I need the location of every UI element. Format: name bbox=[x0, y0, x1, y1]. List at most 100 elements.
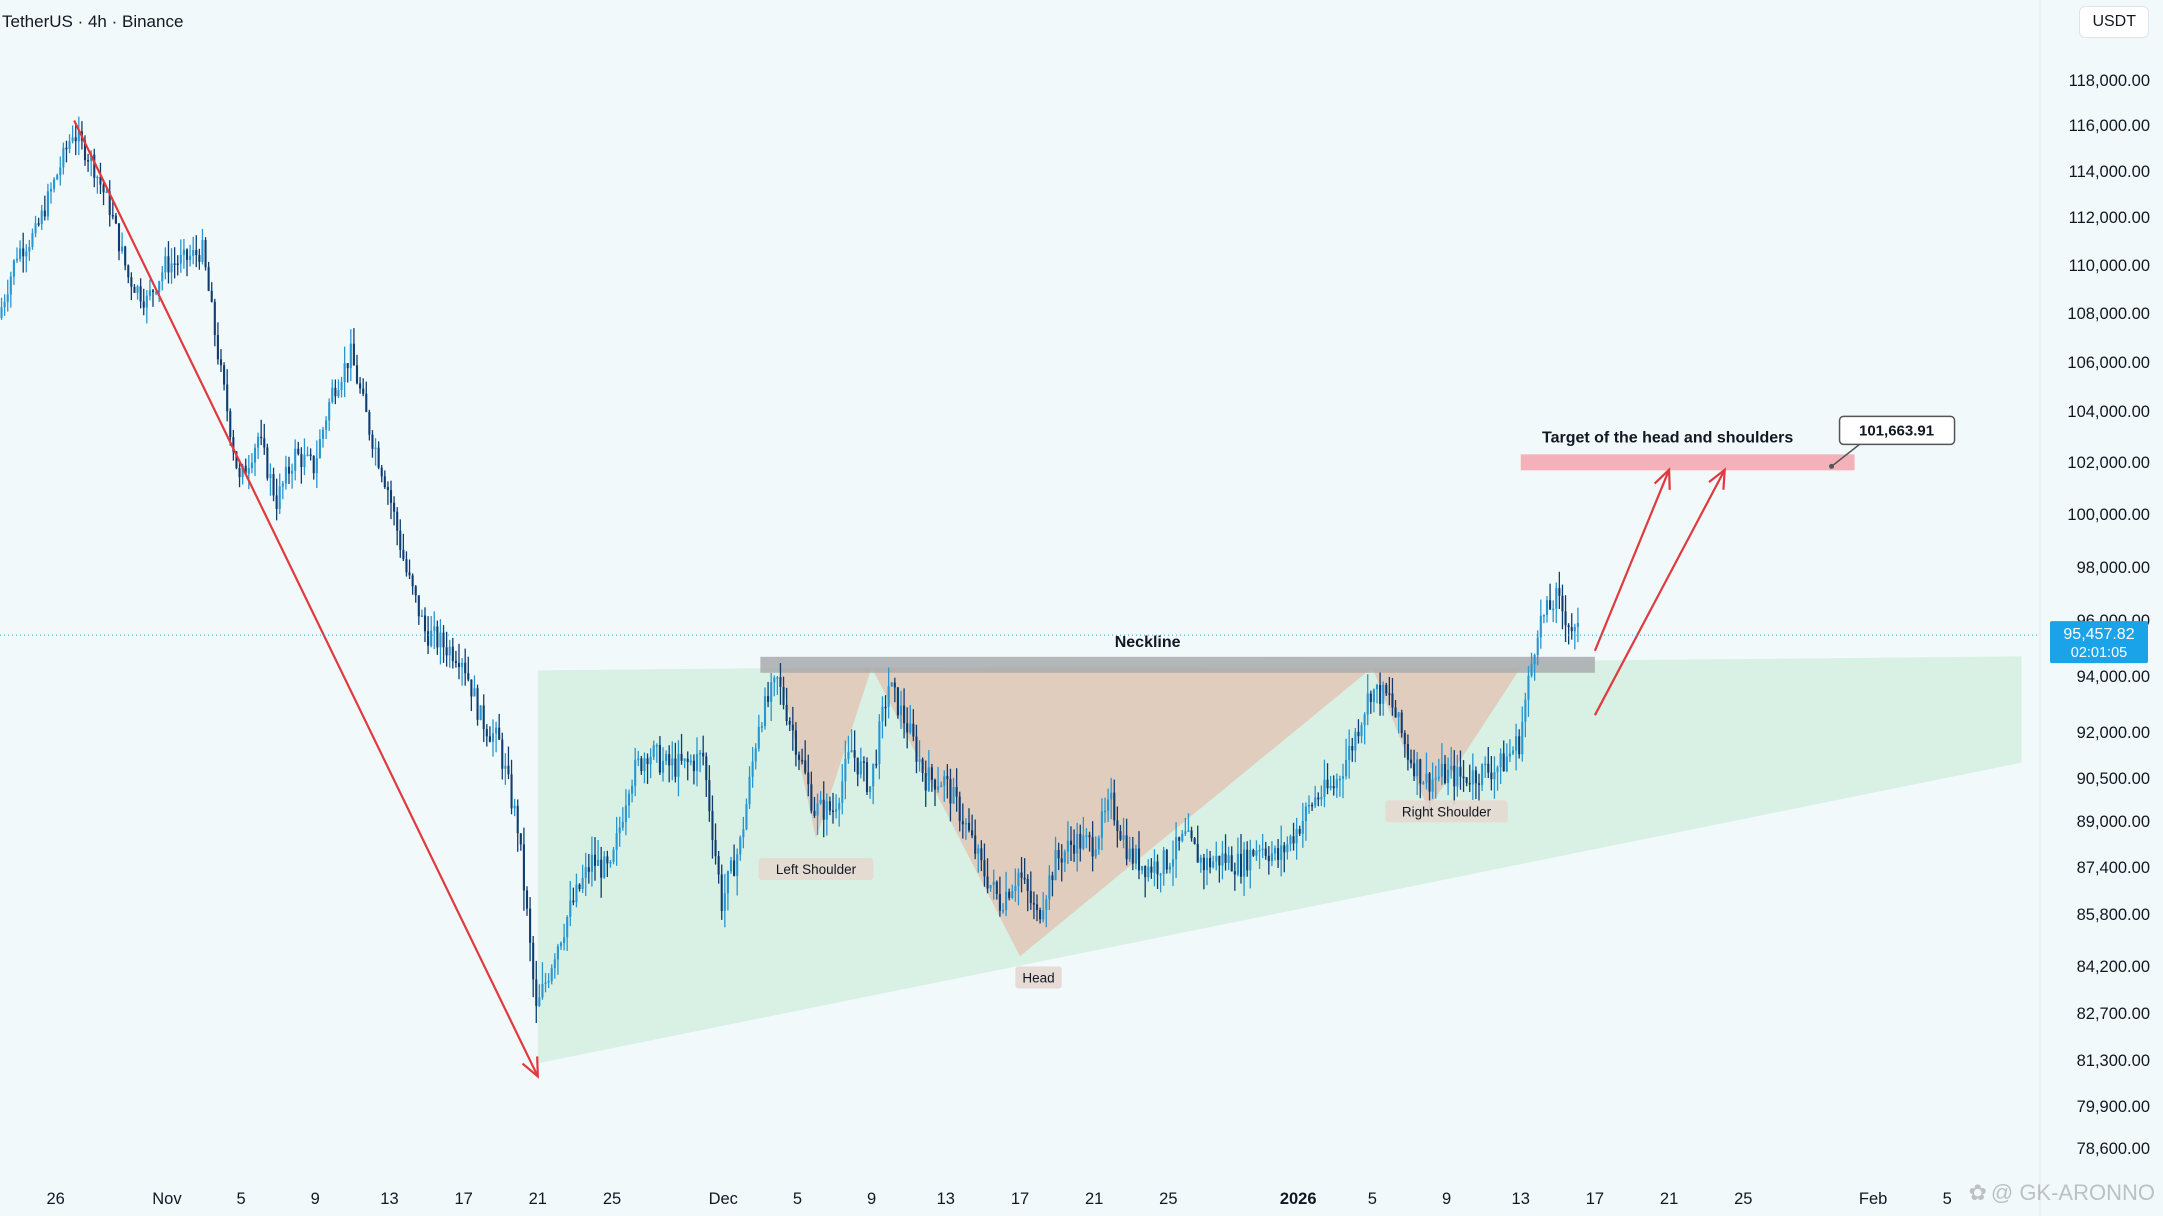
candle bbox=[553, 953, 556, 979]
candle-body bbox=[748, 776, 751, 805]
candle bbox=[1153, 849, 1156, 887]
candle bbox=[1477, 773, 1481, 802]
candle bbox=[822, 781, 825, 838]
candle bbox=[226, 369, 229, 422]
candle-body bbox=[1450, 765, 1453, 770]
candle-body bbox=[1372, 689, 1375, 702]
candle-body bbox=[309, 454, 312, 457]
candle-body bbox=[1326, 779, 1329, 789]
candle-body bbox=[501, 739, 504, 769]
currency-button[interactable]: USDT bbox=[2079, 6, 2149, 38]
candle bbox=[3, 294, 6, 316]
candle-body bbox=[1277, 848, 1280, 860]
candle-body bbox=[1289, 836, 1292, 845]
candle-body bbox=[114, 215, 117, 224]
candle bbox=[1224, 834, 1227, 871]
candle-body bbox=[1338, 778, 1341, 781]
candle-body bbox=[359, 383, 362, 389]
candle-body bbox=[1465, 777, 1468, 783]
candle-body bbox=[15, 258, 19, 261]
candle bbox=[93, 148, 96, 188]
candle-body bbox=[1156, 861, 1159, 875]
candle-body bbox=[1076, 833, 1079, 854]
candle bbox=[102, 182, 105, 206]
candle bbox=[229, 408, 232, 446]
time-tick-label: 21 bbox=[529, 1190, 547, 1208]
candle-body bbox=[1171, 859, 1175, 867]
candle bbox=[1527, 666, 1530, 717]
candle-body bbox=[844, 758, 847, 782]
candle-body bbox=[312, 456, 315, 474]
candle bbox=[516, 799, 519, 852]
candle bbox=[1150, 858, 1153, 879]
candle-body bbox=[1515, 736, 1518, 751]
candle-body bbox=[491, 733, 495, 742]
candle bbox=[263, 423, 266, 455]
candle bbox=[1144, 865, 1147, 898]
pattern-triangle bbox=[1372, 667, 1521, 810]
candle bbox=[266, 443, 269, 481]
candle bbox=[454, 650, 457, 668]
candle-body bbox=[136, 286, 139, 293]
candle-body bbox=[612, 849, 615, 862]
candle-body bbox=[12, 260, 15, 277]
candle bbox=[457, 643, 461, 680]
candle bbox=[325, 416, 328, 440]
neckline-band bbox=[760, 656, 1595, 673]
candle bbox=[825, 793, 828, 836]
candle-body bbox=[646, 758, 649, 765]
candle bbox=[1397, 711, 1400, 734]
candle bbox=[1258, 844, 1261, 869]
candle-body bbox=[325, 420, 328, 430]
candle bbox=[556, 943, 559, 975]
candle-body bbox=[1453, 765, 1456, 787]
candle bbox=[12, 259, 15, 285]
target-value-text: 101,663.91 bbox=[1859, 422, 1934, 439]
candle bbox=[915, 724, 918, 774]
candle bbox=[1564, 595, 1567, 643]
candle-body bbox=[930, 767, 933, 780]
candle bbox=[637, 750, 640, 767]
candle bbox=[899, 690, 903, 730]
time-axis: 26 Nov 5 9 13 17 21 25 Dec 5 9 13 17 21 25 2026 5 9 13 17 21… bbox=[46, 1190, 1951, 1208]
candle-body bbox=[782, 686, 785, 705]
candle-body bbox=[28, 246, 31, 252]
candle-body bbox=[1388, 693, 1391, 695]
candle bbox=[810, 771, 813, 814]
candle bbox=[1539, 599, 1542, 649]
candle-body bbox=[992, 881, 995, 886]
candle-body bbox=[176, 263, 179, 265]
candle-body bbox=[705, 756, 708, 781]
candle-body bbox=[0, 307, 3, 318]
candle bbox=[232, 429, 235, 461]
candle-body bbox=[940, 785, 943, 788]
candle bbox=[1252, 848, 1255, 857]
candle-body bbox=[117, 223, 121, 252]
candle-body bbox=[856, 757, 859, 775]
price-tick-label: 118,000.00 bbox=[2069, 72, 2150, 90]
candle bbox=[207, 261, 210, 292]
candle bbox=[74, 125, 77, 156]
candle-body bbox=[216, 335, 219, 360]
candle bbox=[918, 740, 921, 772]
candle bbox=[723, 873, 726, 928]
candle-body bbox=[927, 767, 930, 791]
candle bbox=[869, 786, 872, 799]
candle-body bbox=[201, 240, 204, 262]
candle-body bbox=[1054, 850, 1057, 881]
candle bbox=[1286, 836, 1289, 860]
candle bbox=[646, 753, 649, 784]
candle-body bbox=[133, 286, 136, 293]
candle-body bbox=[1304, 806, 1307, 822]
arrow-head bbox=[1653, 467, 1671, 490]
candle-body bbox=[368, 411, 371, 435]
candle-body bbox=[423, 615, 427, 632]
candle bbox=[433, 611, 436, 650]
candle bbox=[835, 794, 838, 819]
candle bbox=[161, 265, 164, 291]
candle bbox=[383, 470, 386, 489]
candle-body bbox=[111, 214, 114, 217]
candle bbox=[368, 409, 371, 441]
candle-body bbox=[263, 438, 266, 448]
